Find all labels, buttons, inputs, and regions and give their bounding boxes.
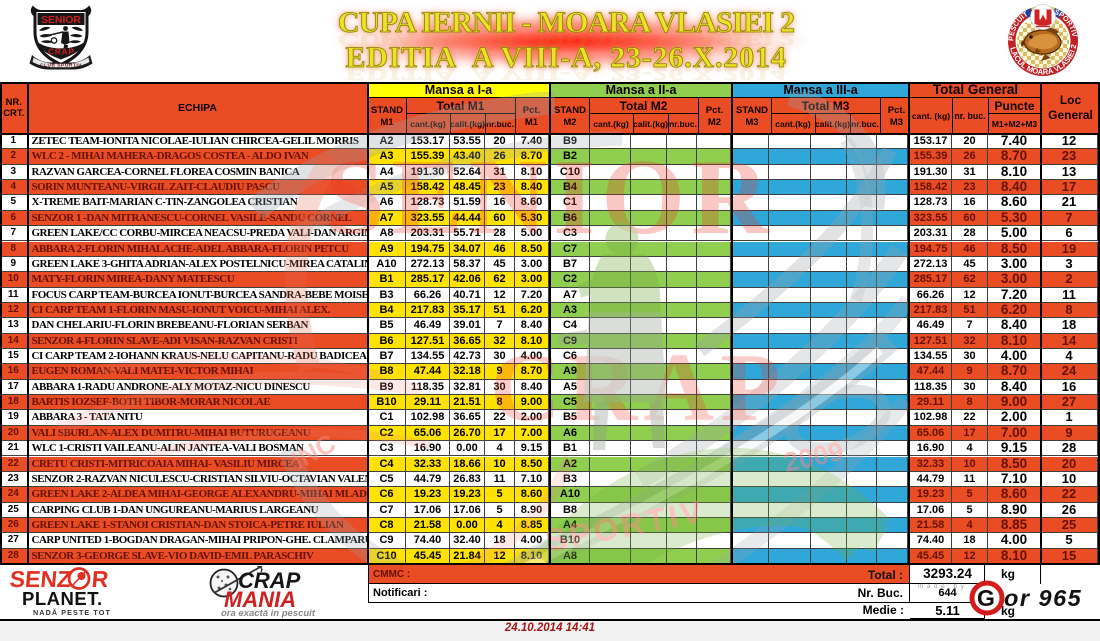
svg-text:MANIA: MANIA	[224, 587, 296, 612]
svg-text:ora exactă in pescuit: ora exactă in pescuit	[221, 608, 316, 618]
svg-text:R: R	[91, 566, 110, 592]
svg-text:CLUB SPORTIV: CLUB SPORTIV	[40, 63, 82, 69]
svg-text:G: G	[977, 585, 995, 611]
svg-text:CRAP: CRAP	[238, 568, 301, 593]
svg-text:CRAP: CRAP	[48, 47, 74, 57]
svg-text:PLANET.: PLANET.	[22, 588, 103, 609]
svg-text:made by: made by	[918, 583, 967, 590]
svg-text:SENZ: SENZ	[9, 566, 73, 592]
svg-text:NADĂ PESTE TOT: NADĂ PESTE TOT	[33, 608, 111, 617]
svg-text:or 965: or 965	[1004, 585, 1082, 611]
svg-text:SENIOR: SENIOR	[41, 14, 81, 26]
